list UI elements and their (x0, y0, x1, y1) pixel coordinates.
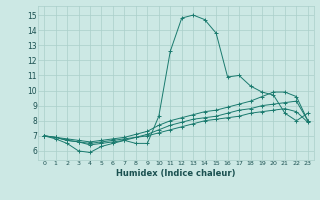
X-axis label: Humidex (Indice chaleur): Humidex (Indice chaleur) (116, 169, 236, 178)
